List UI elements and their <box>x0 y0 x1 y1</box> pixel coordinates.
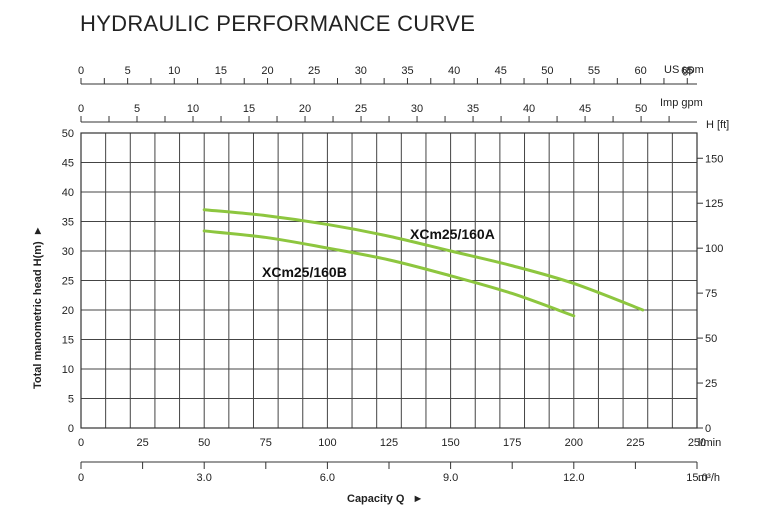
left-tick-label: 40 <box>62 187 74 199</box>
top-us-tick-label: 45 <box>495 65 507 77</box>
top-imp-tick-label: 20 <box>299 103 311 115</box>
bottom-tick-label: 75 <box>260 437 272 449</box>
x-axis-arrow: ► <box>412 493 423 505</box>
top-us-tick-label: 50 <box>541 65 553 77</box>
left-tick-label: 15 <box>62 335 74 347</box>
curve-xcm25-160b <box>204 231 574 316</box>
bottom-tick-label: 150 <box>441 437 459 449</box>
bottom-m3h-axis: 0 3.0 6.0 9.0 12.0 15.0 <box>78 462 708 484</box>
left-tick-label: 25 <box>62 276 74 288</box>
bottom2-tick-label: 3.0 <box>197 472 212 484</box>
y-axis-label-text: Total manometric head H(m) <box>32 241 44 389</box>
bottom-tick-label: 200 <box>565 437 583 449</box>
top-us-tick-label: 55 <box>588 65 600 77</box>
top-imp-tick-label: 5 <box>134 103 140 115</box>
left-tick-label: 0 <box>68 423 74 435</box>
top-imp-tick-label: 40 <box>523 103 535 115</box>
top-imp-tick-label: 10 <box>187 103 199 115</box>
left-tick-label: 45 <box>62 158 74 170</box>
bottom2-unit: m³/h <box>698 472 720 484</box>
top-imp-tick-label: 30 <box>411 103 423 115</box>
bottom2-tick-label: 6.0 <box>320 472 335 484</box>
top-us-tick-label: 60 <box>635 65 647 77</box>
right-tick-label: 50 <box>705 333 717 345</box>
bottom-tick-label: 100 <box>318 437 336 449</box>
chart-title: HYDRAULIC PERFORMANCE CURVE <box>80 11 475 36</box>
bottom-tick-label: 50 <box>198 437 210 449</box>
chart-grid <box>81 133 697 428</box>
left-tick-label: 10 <box>62 364 74 376</box>
bottom2-tick-label: 0 <box>78 472 84 484</box>
curve-xcm25-160a <box>204 210 643 310</box>
left-tick-label: 5 <box>68 394 74 406</box>
right-tick-label: 100 <box>705 243 723 255</box>
top-us-tick-label: 20 <box>261 65 273 77</box>
right-tick-label: 0 <box>705 423 711 435</box>
bottom2-tick-label: 12.0 <box>563 472 584 484</box>
top-imp-tick-label: 15 <box>243 103 255 115</box>
top-imp-unit: Imp gpm <box>660 97 703 109</box>
right-tick-label: 125 <box>705 198 723 210</box>
left-tick-label: 20 <box>62 305 74 317</box>
left-head-m-axis: 0 5 10 15 20 25 30 35 40 45 50 <box>62 128 74 435</box>
top-us-tick-label: 10 <box>168 65 180 77</box>
right-unit: H [ft] <box>706 119 729 131</box>
bottom-lmin-axis: 0 25 50 75 100 125 150 175 200 225 250 <box>78 437 706 449</box>
bottom-tick-label: 175 <box>503 437 521 449</box>
x-axis-label: Capacity Q ► <box>347 493 423 505</box>
y-axis-label: Total manometric head H(m) ► <box>32 225 44 389</box>
series-label: XCm25/160A <box>410 226 495 242</box>
x-axis-label-text: Capacity Q <box>347 493 405 505</box>
bottom-tick-label: 25 <box>136 437 148 449</box>
bottom-tick-label: 0 <box>78 437 84 449</box>
bottom-tick-label: 125 <box>380 437 398 449</box>
top-imp-tick-label: 45 <box>579 103 591 115</box>
bottom2-tick-label: 9.0 <box>443 472 458 484</box>
left-tick-label: 50 <box>62 128 74 140</box>
top-imp-tick-label: 25 <box>355 103 367 115</box>
series-label: XCm25/160B <box>262 264 347 280</box>
right-head-ft-axis: 0 25 50 75 100 125 150 <box>697 153 723 435</box>
top-imp-tick-label: 35 <box>467 103 479 115</box>
top-imp-tick-label: 0 <box>78 103 84 115</box>
top-imp-gpm-axis: 0 5 10 15 20 25 30 35 40 45 50 <box>78 103 697 122</box>
top-us-tick-label: 25 <box>308 65 320 77</box>
pump-curves: XCm25/160A XCm25/160B <box>204 210 643 316</box>
top-us-gpm-axis: 0 5 10 15 20 25 30 35 40 45 50 55 60 65 <box>78 65 697 84</box>
top-imp-tick-label: 50 <box>635 103 647 115</box>
left-tick-label: 35 <box>62 217 74 229</box>
left-tick-label: 30 <box>62 246 74 258</box>
top-us-unit: US gpm <box>664 64 704 76</box>
top-us-tick-label: 35 <box>401 65 413 77</box>
right-tick-label: 25 <box>705 378 717 390</box>
top-us-tick-label: 0 <box>78 65 84 77</box>
top-us-tick-label: 5 <box>125 65 131 77</box>
top-us-tick-label: 15 <box>215 65 227 77</box>
right-tick-label: 150 <box>705 153 723 165</box>
right-tick-label: 75 <box>705 288 717 300</box>
top-us-tick-label: 30 <box>355 65 367 77</box>
bottom-tick-label: 225 <box>626 437 644 449</box>
top-us-tick-label: 40 <box>448 65 460 77</box>
y-axis-arrow: ► <box>32 225 44 236</box>
bottom-unit: l/min <box>698 437 721 449</box>
